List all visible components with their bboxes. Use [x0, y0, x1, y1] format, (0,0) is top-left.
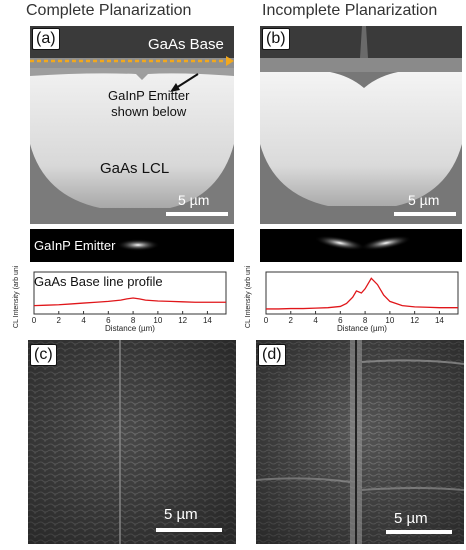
panel-a-scale-bar [166, 212, 228, 216]
panel-c-plan-view: (c) 5 µm [28, 340, 236, 544]
panel-b-cross-section: (b) 5 µm [260, 26, 462, 224]
profile-right-tick-label: 14 [435, 316, 444, 325]
profile-right-xlabel: Distance (µm) [337, 324, 387, 333]
emitter-strip-left: GaInP Emitter [30, 229, 234, 262]
profile-left-frame [33, 271, 227, 315]
profile-chart-left: 0 2 4 6 8 10 12 14 Distance (µm) CL Intensity (ar… [13, 266, 227, 333]
profile-chart-right: 0 2 4 6 8 10 12 14 Distance (µm) CL Intensity (ar… [245, 266, 459, 333]
panel-d-plan-view: (d) 5 µm [256, 340, 464, 544]
emitter-strip-right [260, 229, 462, 262]
profile-right-tick-label: 10 [385, 316, 394, 325]
panel-b-image [260, 26, 462, 224]
profile-right-ylabel: CL Intensity (arb units) [245, 266, 252, 328]
profile-left-tick-label: 4 [81, 316, 86, 325]
panel-a-tag: (a) [32, 28, 60, 50]
profile-right-tick-label: 2 [289, 316, 294, 325]
panel-c-scale-bar [156, 528, 222, 532]
panel-d-scale-bar [386, 530, 452, 534]
title-incomplete-planarization: Incomplete Planarization [262, 2, 438, 19]
profile-left-tick-label: 2 [57, 316, 62, 325]
profile-right-tick-label: 8 [363, 316, 368, 325]
panel-a-scale-label: 5 µm [178, 192, 210, 208]
profile-right-series-line [266, 277, 458, 310]
profile-left-ylabel: CL Intensity (arb units) [13, 266, 20, 328]
panel-b-tag: (b) [262, 28, 290, 50]
panel-b-scale-bar [394, 212, 456, 216]
profile-left-tick-label: 12 [178, 316, 187, 325]
panel-b-scale-label: 5 µm [408, 192, 440, 208]
gainp-emitter-note: GaInP Emitter shown below [108, 88, 190, 119]
panel-d-scale-label: 5 µm [394, 510, 428, 527]
panel-c-scale-label: 5 µm [164, 506, 198, 523]
panel-c-image [28, 340, 236, 544]
panel-d-image [256, 340, 464, 544]
panel-d-tag: (d) [258, 344, 286, 366]
profile-left-tick-label: 0 [32, 316, 37, 325]
dashed-arrow-line [30, 56, 234, 92]
profile-right-tick-label: 6 [338, 316, 343, 325]
profile-left-tick-label: 6 [106, 316, 111, 325]
profile-left-tick-label: 14 [203, 316, 212, 325]
profile-left-tick-label: 8 [131, 316, 136, 325]
title-complete-planarization: Complete Planarization [26, 2, 192, 19]
profile-left-title: GaAs Base line profile [34, 274, 163, 289]
gaas-lcl-label: GaAs LCL [100, 160, 170, 177]
gainp-emitter-strip-label: GaInP Emitter [34, 238, 116, 253]
panel-a-cross-section: (a) GaAs Base GaInP Emitter shown below … [30, 26, 234, 224]
profile-right-tick-label: 0 [264, 316, 269, 325]
panel-c-tag: (c) [30, 344, 57, 366]
gaas-base-label: GaAs Base [148, 36, 224, 53]
profile-left-tick-label: 10 [153, 316, 162, 325]
profile-right-frame [265, 271, 459, 315]
profile-right-tick-label: 12 [410, 316, 419, 325]
panel-a-image [30, 26, 234, 224]
profile-left-series-line [33, 297, 226, 307]
profile-left-xlabel: Distance (µm) [105, 324, 155, 333]
profile-right-tick-label: 4 [313, 316, 318, 325]
